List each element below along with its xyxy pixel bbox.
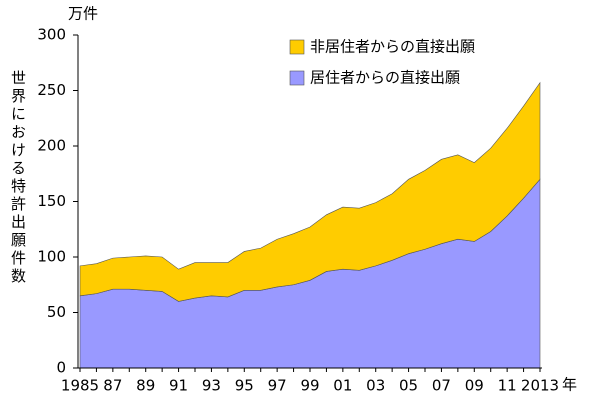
x-tick-label: 05 [399,377,418,395]
x-tick-label: 1985 [61,377,99,395]
x-tick-label: 07 [432,377,451,395]
y-tick-label: 0 [56,359,66,377]
x-tick-label: 03 [366,377,385,395]
y-unit: 万件 [68,5,98,23]
y-tick-label: 150 [37,192,66,210]
y-tick-label: 100 [37,248,66,266]
x-tick-label: 01 [333,377,352,395]
x-tick-label: 99 [300,377,319,395]
area [79,81,541,302]
x-tick-label: 87 [103,377,122,395]
legend-label: 居住者からの直接出願 [310,69,460,87]
y-tick-label: 200 [37,137,66,155]
legend-swatch [289,70,305,86]
legend-label: 非居住者からの直接出願 [310,38,475,56]
x-tick-label: 91 [169,377,188,395]
y-axis-title: 世界における特許出願件数 [9,70,27,286]
x-tick-label: 95 [235,377,254,395]
legend-swatch [289,39,305,55]
x-tick-label: 11 [498,377,517,395]
y-tick-label: 50 [47,303,66,321]
x-tick-label: 2013 [521,377,559,395]
x-tick-label: 97 [268,377,287,395]
y-tick-label: 300 [37,26,66,44]
x-unit: 年 [562,376,577,394]
x-tick-label: 09 [465,377,484,395]
y-tick-label: 250 [37,81,66,99]
x-tick-label: 93 [202,377,221,395]
x-tick-label: 89 [136,377,155,395]
